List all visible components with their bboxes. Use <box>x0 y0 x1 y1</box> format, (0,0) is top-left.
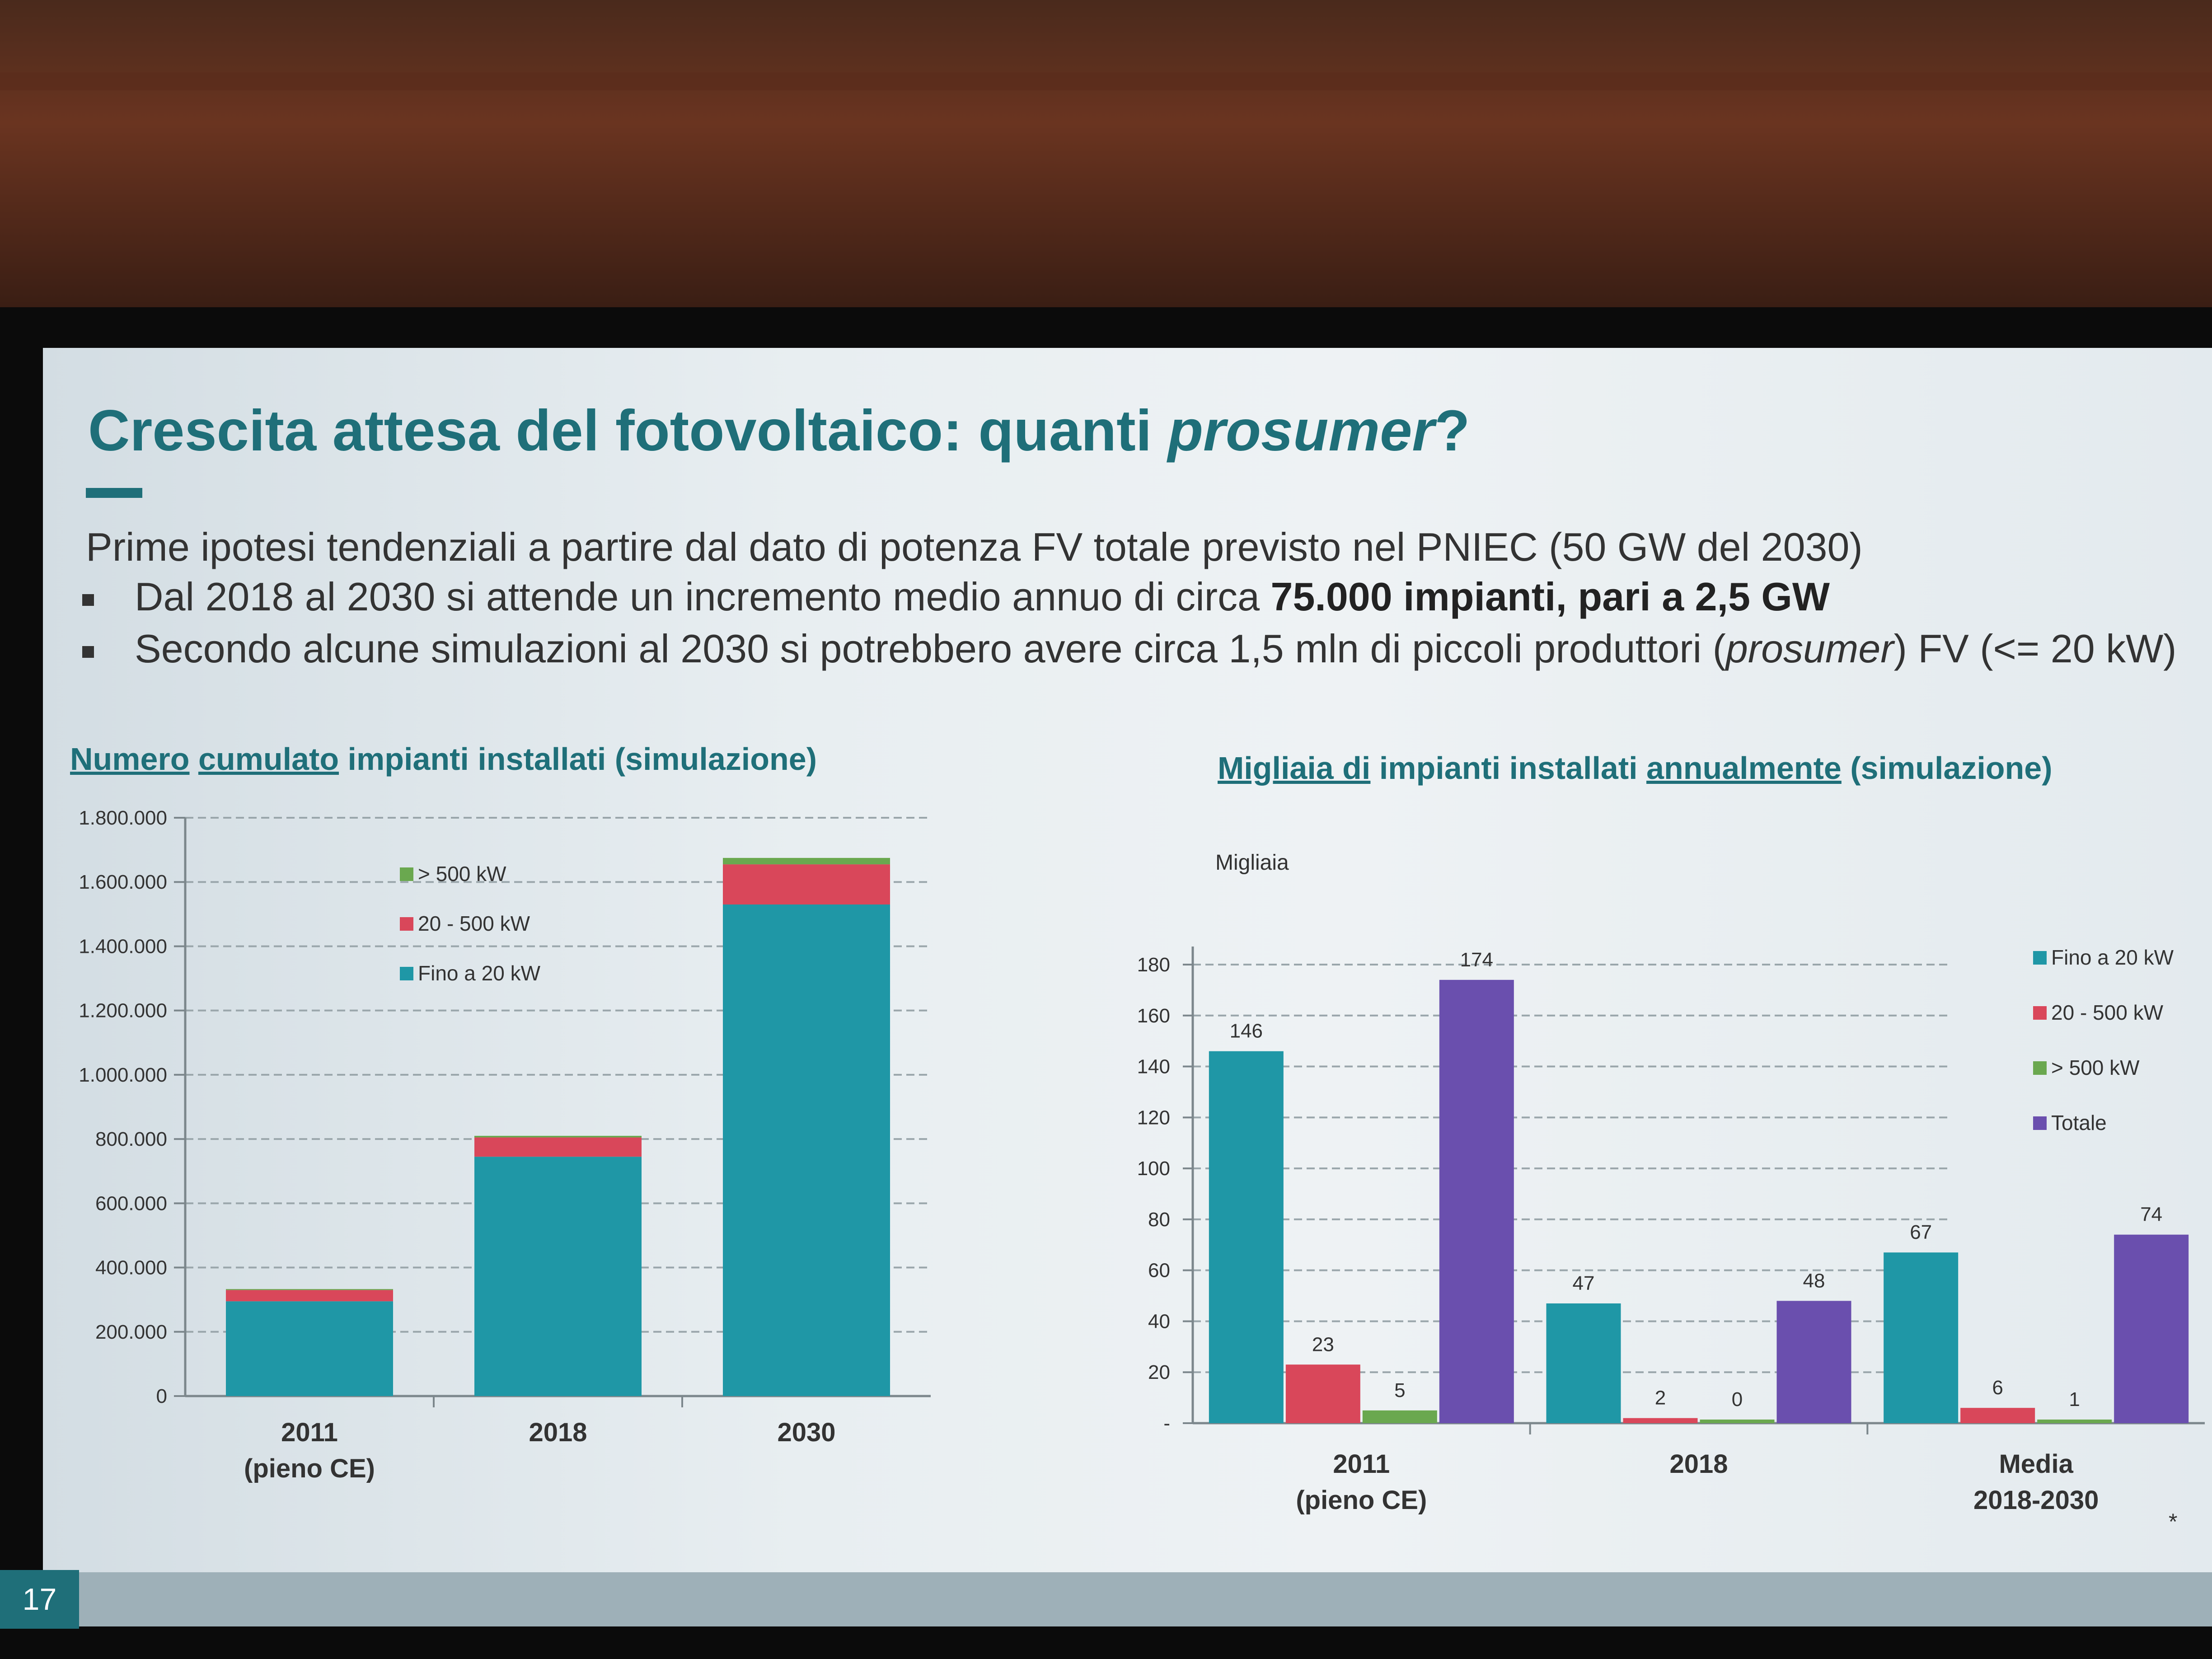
data-label: 0 <box>1732 1388 1743 1411</box>
bar <box>1776 1301 1851 1423</box>
y-tick-label: 180 <box>1137 954 1170 976</box>
legend-swatch <box>2033 1006 2047 1020</box>
bullet-square-icon <box>82 594 94 606</box>
legend-label: > 500 kW <box>2051 1056 2140 1079</box>
bar-segment <box>226 1289 393 1290</box>
x-tick-label: 2011 <box>1333 1449 1390 1479</box>
legend-swatch <box>2033 951 2047 965</box>
y-tick-label: 1.800.000 <box>79 807 167 829</box>
legend-label: Totale <box>2051 1111 2107 1134</box>
bar <box>1362 1410 1437 1423</box>
data-label: 174 <box>1460 949 1493 971</box>
bar <box>1209 1051 1284 1423</box>
bar <box>1884 1252 1959 1423</box>
y-tick-label: 600.000 <box>95 1192 167 1214</box>
y-tick-label: 200.000 <box>95 1321 167 1343</box>
y-tick-label: 120 <box>1137 1106 1170 1129</box>
y-tick-label: 0 <box>156 1385 167 1407</box>
bar-segment <box>226 1290 393 1302</box>
data-label: 74 <box>2140 1204 2162 1226</box>
data-label: 48 <box>1803 1270 1825 1292</box>
legend-label: 20 - 500 kW <box>2051 1001 2164 1024</box>
y-tick-label: 1.200.000 <box>79 1000 167 1022</box>
x-tick-label: (pieno CE) <box>244 1454 375 1483</box>
legend-swatch <box>2033 1116 2047 1130</box>
bar-segment <box>474 1157 642 1396</box>
legend-swatch <box>400 967 413 980</box>
intro-text: Prime ipotesi tendenziali a partire dal … <box>86 525 1863 569</box>
bullet-square-icon <box>82 646 94 658</box>
legend-swatch <box>2033 1061 2047 1075</box>
y-tick-label: 160 <box>1137 1005 1170 1027</box>
y-tick-label: 60 <box>1148 1260 1170 1282</box>
bar-segment <box>723 904 890 1396</box>
y-tick-label: 1.400.000 <box>79 935 167 957</box>
bar <box>1285 1364 1360 1423</box>
y-tick-label: 80 <box>1148 1209 1170 1231</box>
y-tick-label: 800.000 <box>95 1128 167 1150</box>
slide-title: Crescita attesa del fotovoltaico: quanti… <box>88 398 1470 463</box>
y-tick-label: 400.000 <box>95 1257 167 1279</box>
footnote-mark: * <box>2169 1509 2177 1534</box>
bar-segment <box>474 1136 642 1138</box>
y-tick-label: 1.000.000 <box>79 1064 167 1086</box>
bullet-1: Dal 2018 al 2030 si attende un increment… <box>82 574 1830 620</box>
chart2-title: Migliaia di impianti installati annualme… <box>1218 750 2053 786</box>
chart1-title: Numero cumulato impianti installati (sim… <box>70 741 817 777</box>
y-tick-label: 140 <box>1137 1056 1170 1078</box>
data-label: 23 <box>1312 1333 1334 1355</box>
y-tick-label: 20 <box>1148 1361 1170 1383</box>
data-label: 146 <box>1230 1020 1263 1042</box>
page-number: 17 <box>0 1570 79 1629</box>
data-label: 67 <box>1910 1221 1932 1243</box>
data-label: 1 <box>2069 1388 2080 1411</box>
x-tick-label: 2030 <box>777 1418 835 1447</box>
bar-segment <box>226 1301 393 1396</box>
x-tick-label: 2018 <box>529 1418 587 1447</box>
bar <box>1960 1408 2035 1423</box>
legend-swatch <box>400 867 413 881</box>
data-label: 47 <box>1573 1272 1595 1294</box>
bullet-2: Secondo alcune simulazioni al 2030 si po… <box>82 626 2176 672</box>
y-axis-unit-label: Migliaia <box>1215 851 1289 875</box>
background-wall-band <box>0 72 2212 90</box>
bar-segment <box>723 864 890 904</box>
bar <box>1623 1418 1698 1423</box>
legend-label: 20 - 500 kW <box>418 912 530 935</box>
slide-footer <box>43 1572 2212 1626</box>
bar <box>2037 1420 2112 1423</box>
y-tick-label: 40 <box>1148 1310 1170 1332</box>
x-tick-label: 2011 <box>281 1418 338 1447</box>
background-wall <box>0 0 2212 307</box>
legend-label: Fino a 20 kW <box>418 961 541 985</box>
x-tick-label: (pieno CE) <box>1296 1486 1427 1515</box>
bar <box>1700 1420 1775 1423</box>
bar <box>1546 1303 1621 1423</box>
bar-segment <box>723 858 890 865</box>
legend-label: > 500 kW <box>418 862 506 886</box>
y-tick-label: 1.600.000 <box>79 871 167 893</box>
y-tick-label: 100 <box>1137 1158 1170 1180</box>
title-underline-bar <box>86 488 142 498</box>
y-tick-label: - <box>1163 1412 1170 1434</box>
x-tick-label: Media <box>1999 1449 2073 1479</box>
bar-segment <box>474 1137 642 1157</box>
data-label: 2 <box>1655 1387 1666 1409</box>
x-tick-label: 2018-2030 <box>1973 1486 2099 1515</box>
legend-label: Fino a 20 kW <box>2051 946 2174 969</box>
legend-swatch <box>400 917 413 931</box>
data-label: 5 <box>1394 1379 1405 1401</box>
data-label: 6 <box>1992 1377 2003 1399</box>
x-tick-label: 2018 <box>1669 1449 1728 1479</box>
bar <box>2114 1234 2189 1423</box>
bar <box>1439 979 1514 1423</box>
